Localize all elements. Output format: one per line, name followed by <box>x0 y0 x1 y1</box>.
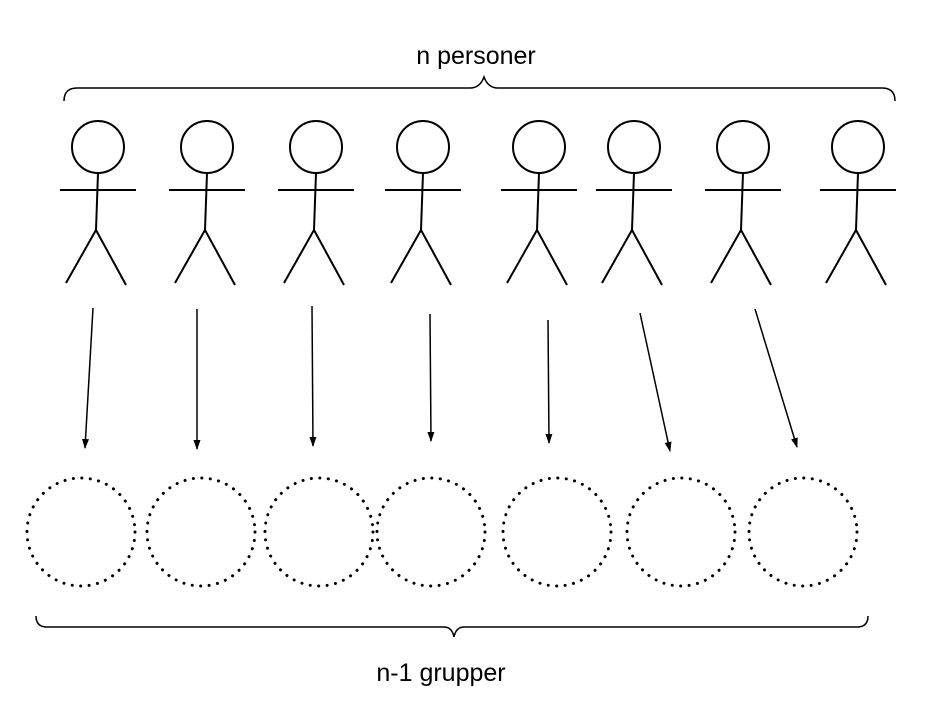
person-head <box>396 120 450 174</box>
person-left-leg <box>390 229 422 284</box>
person-body <box>204 172 208 231</box>
person-right-leg <box>855 229 887 286</box>
person-body <box>536 172 540 231</box>
person-body <box>95 172 99 231</box>
person-head <box>512 120 566 174</box>
person-head <box>180 120 234 174</box>
person-head <box>289 120 343 174</box>
persons-label: n personer <box>416 42 536 70</box>
person-left-leg <box>65 229 97 284</box>
assignment-arrow <box>309 305 317 447</box>
assignment-arrow <box>545 319 553 444</box>
assignment-arrow <box>754 308 798 448</box>
person-right-leg <box>313 229 345 286</box>
person-left-leg <box>825 229 857 284</box>
assignment-arrow <box>427 313 435 442</box>
person-right-leg <box>95 229 127 286</box>
person-figure <box>820 120 896 286</box>
person-left-leg <box>506 229 538 284</box>
person-figure <box>596 120 672 286</box>
assignment-arrow <box>639 312 672 452</box>
group-circle <box>501 476 613 588</box>
person-head <box>607 120 661 174</box>
group-circle <box>145 476 257 588</box>
groups-brace <box>35 615 869 638</box>
group-circle <box>263 476 375 588</box>
persons-row <box>60 120 896 286</box>
assignment-arrow <box>82 307 94 449</box>
person-body <box>313 172 317 231</box>
person-head <box>831 120 885 174</box>
person-figure <box>169 120 245 286</box>
person-body <box>740 172 744 231</box>
person-right-leg <box>204 229 236 286</box>
group-circle <box>625 476 737 588</box>
groups-row <box>25 476 859 588</box>
person-body <box>631 172 635 231</box>
person-right-leg <box>631 229 663 286</box>
person-body <box>855 172 859 231</box>
group-circle <box>747 476 859 588</box>
person-right-leg <box>536 229 568 286</box>
person-figure <box>705 120 781 286</box>
person-right-leg <box>420 229 452 286</box>
person-left-leg <box>283 229 315 284</box>
person-figure <box>278 120 354 286</box>
person-head <box>716 120 770 174</box>
person-figure <box>501 120 577 286</box>
person-left-leg <box>710 229 742 284</box>
person-figure <box>60 120 136 286</box>
person-head <box>71 120 125 174</box>
person-left-leg <box>601 229 633 284</box>
person-right-leg <box>740 229 772 286</box>
assignment-arrows <box>82 305 798 452</box>
group-circle <box>25 476 137 588</box>
person-body <box>420 172 424 231</box>
persons-brace <box>63 74 896 102</box>
group-circle <box>375 476 487 588</box>
person-left-leg <box>174 229 206 284</box>
person-figure <box>385 120 461 286</box>
groups-label: n-1 grupper <box>376 659 505 687</box>
